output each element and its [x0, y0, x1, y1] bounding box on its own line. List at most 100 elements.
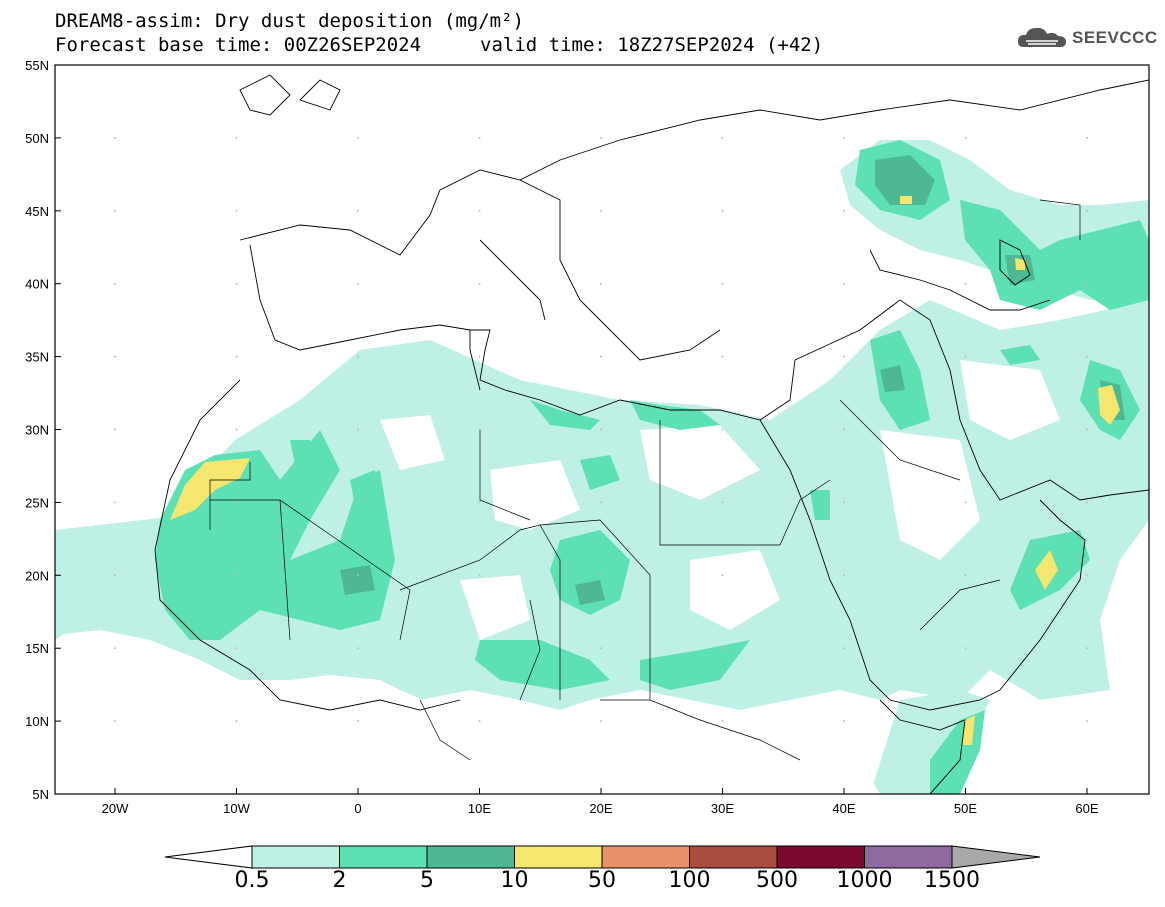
valid-time: valid time: 18Z27SEP2024 (+42)	[480, 34, 824, 56]
grid-dot	[114, 574, 116, 577]
grid-dot	[600, 355, 602, 358]
colorbar-label: 5	[420, 868, 434, 893]
grid-dot	[478, 428, 481, 431]
grid-dot	[235, 501, 238, 504]
grid-dot	[114, 720, 116, 723]
grid-dot	[235, 355, 238, 358]
seevccc-logo: SEEVCCC	[1016, 25, 1158, 51]
grid-dot	[114, 647, 116, 650]
grid-dot	[600, 720, 602, 723]
lon-label: 50E	[954, 801, 977, 816]
grid-dot	[964, 428, 967, 431]
grid-dot	[843, 209, 845, 212]
grid-dot	[478, 574, 481, 577]
colorbar-boxes	[251, 845, 953, 869]
colorbar-box	[601, 845, 690, 869]
longitude-axis: 20W 10W 0 10E 20E 30E 40E 50E 60E	[102, 788, 1099, 816]
grid-dot	[478, 355, 481, 358]
dust-level-2	[155, 140, 1149, 794]
grid-dot	[357, 574, 359, 577]
grid-dot	[721, 501, 724, 504]
grid-dot	[478, 647, 481, 650]
lat-label: 20N	[25, 568, 49, 583]
colorbar-box	[864, 845, 953, 869]
grid-dot	[235, 574, 238, 577]
colorbar-box	[426, 845, 515, 869]
grid-dot	[1086, 355, 1088, 358]
grid-dot	[600, 501, 602, 504]
grid-dot	[964, 501, 967, 504]
grid-dot	[843, 501, 845, 504]
grid-dot	[1086, 209, 1088, 212]
grid-dot	[721, 428, 724, 431]
lat-label: 50N	[25, 131, 49, 146]
grid-dot	[600, 209, 602, 212]
lat-label: 5N	[32, 787, 49, 802]
grid-dot	[478, 501, 481, 504]
logo-text: SEEVCCC	[1072, 28, 1158, 47]
grid-dot	[235, 209, 238, 212]
grid-dot	[235, 647, 238, 650]
grid-dot	[721, 209, 724, 212]
grid-dot	[235, 720, 238, 723]
grid-dot	[1086, 574, 1088, 577]
forecast-base-time: Forecast base time: 00Z26SEP2024	[55, 34, 422, 56]
grid-dot	[357, 720, 359, 723]
grid-dot	[357, 282, 359, 285]
grid-dot	[721, 574, 724, 577]
grid-dot	[114, 209, 116, 212]
grid-dot	[600, 282, 602, 285]
grid-dot	[357, 355, 359, 358]
grid-dot	[721, 136, 724, 139]
lat-label: 40N	[25, 277, 49, 292]
lon-label: 20E	[589, 801, 612, 816]
grid-dot	[1086, 282, 1088, 285]
lon-label: 60E	[1075, 801, 1098, 816]
lat-label: 35N	[25, 350, 49, 365]
latitude-axis: 55N 50N 45N 40N 35N 30N 25N 20N 15N 10N 5N	[25, 58, 61, 802]
grid-dot	[843, 136, 845, 139]
no-dust-holes	[55, 360, 1060, 794]
colorbar-label: 2	[332, 868, 347, 893]
grid-dot	[235, 136, 238, 139]
lon-label: 40E	[832, 801, 855, 816]
lon-label: 0	[354, 801, 361, 816]
grid-dot	[114, 136, 116, 139]
dust-fields	[55, 140, 1149, 794]
grid-dot	[964, 720, 967, 723]
colorbar-box	[689, 845, 778, 869]
grid-dot	[235, 282, 238, 285]
colorbar-box	[339, 845, 428, 869]
grid-dot	[357, 647, 359, 650]
grid-dot	[843, 282, 845, 285]
colorbar-label: 1500	[924, 868, 980, 893]
colorbar	[164, 845, 1041, 869]
grid-dot	[478, 720, 481, 723]
colorbar-label: 1000	[836, 868, 893, 893]
colorbar-label: 50	[588, 868, 616, 893]
grid-dot	[357, 136, 359, 139]
grid-dot	[478, 209, 481, 212]
grid-dot	[235, 428, 238, 431]
lat-label: 15N	[25, 641, 49, 656]
grid-dot	[964, 136, 967, 139]
colorbar-label: 0.5	[234, 868, 270, 893]
colorbar-box	[251, 845, 340, 869]
cloud-icon	[1017, 27, 1066, 47]
grid-dot	[114, 428, 116, 431]
grid-dot	[964, 574, 967, 577]
colorbar-under-arrow	[164, 845, 253, 869]
colorbar-over-arrow	[951, 845, 1041, 869]
lat-label: 10N	[25, 714, 49, 729]
grid-dot	[1086, 136, 1088, 139]
colorbar-label: 500	[756, 868, 798, 893]
grid-dot	[357, 428, 359, 431]
grid-dot	[114, 282, 116, 285]
country-borders	[209, 199, 1081, 761]
lon-label: 30E	[711, 801, 734, 816]
grid-dot	[843, 574, 845, 577]
grid-dot	[721, 720, 724, 723]
grid-dot	[964, 355, 967, 358]
grid-dot	[600, 574, 602, 577]
